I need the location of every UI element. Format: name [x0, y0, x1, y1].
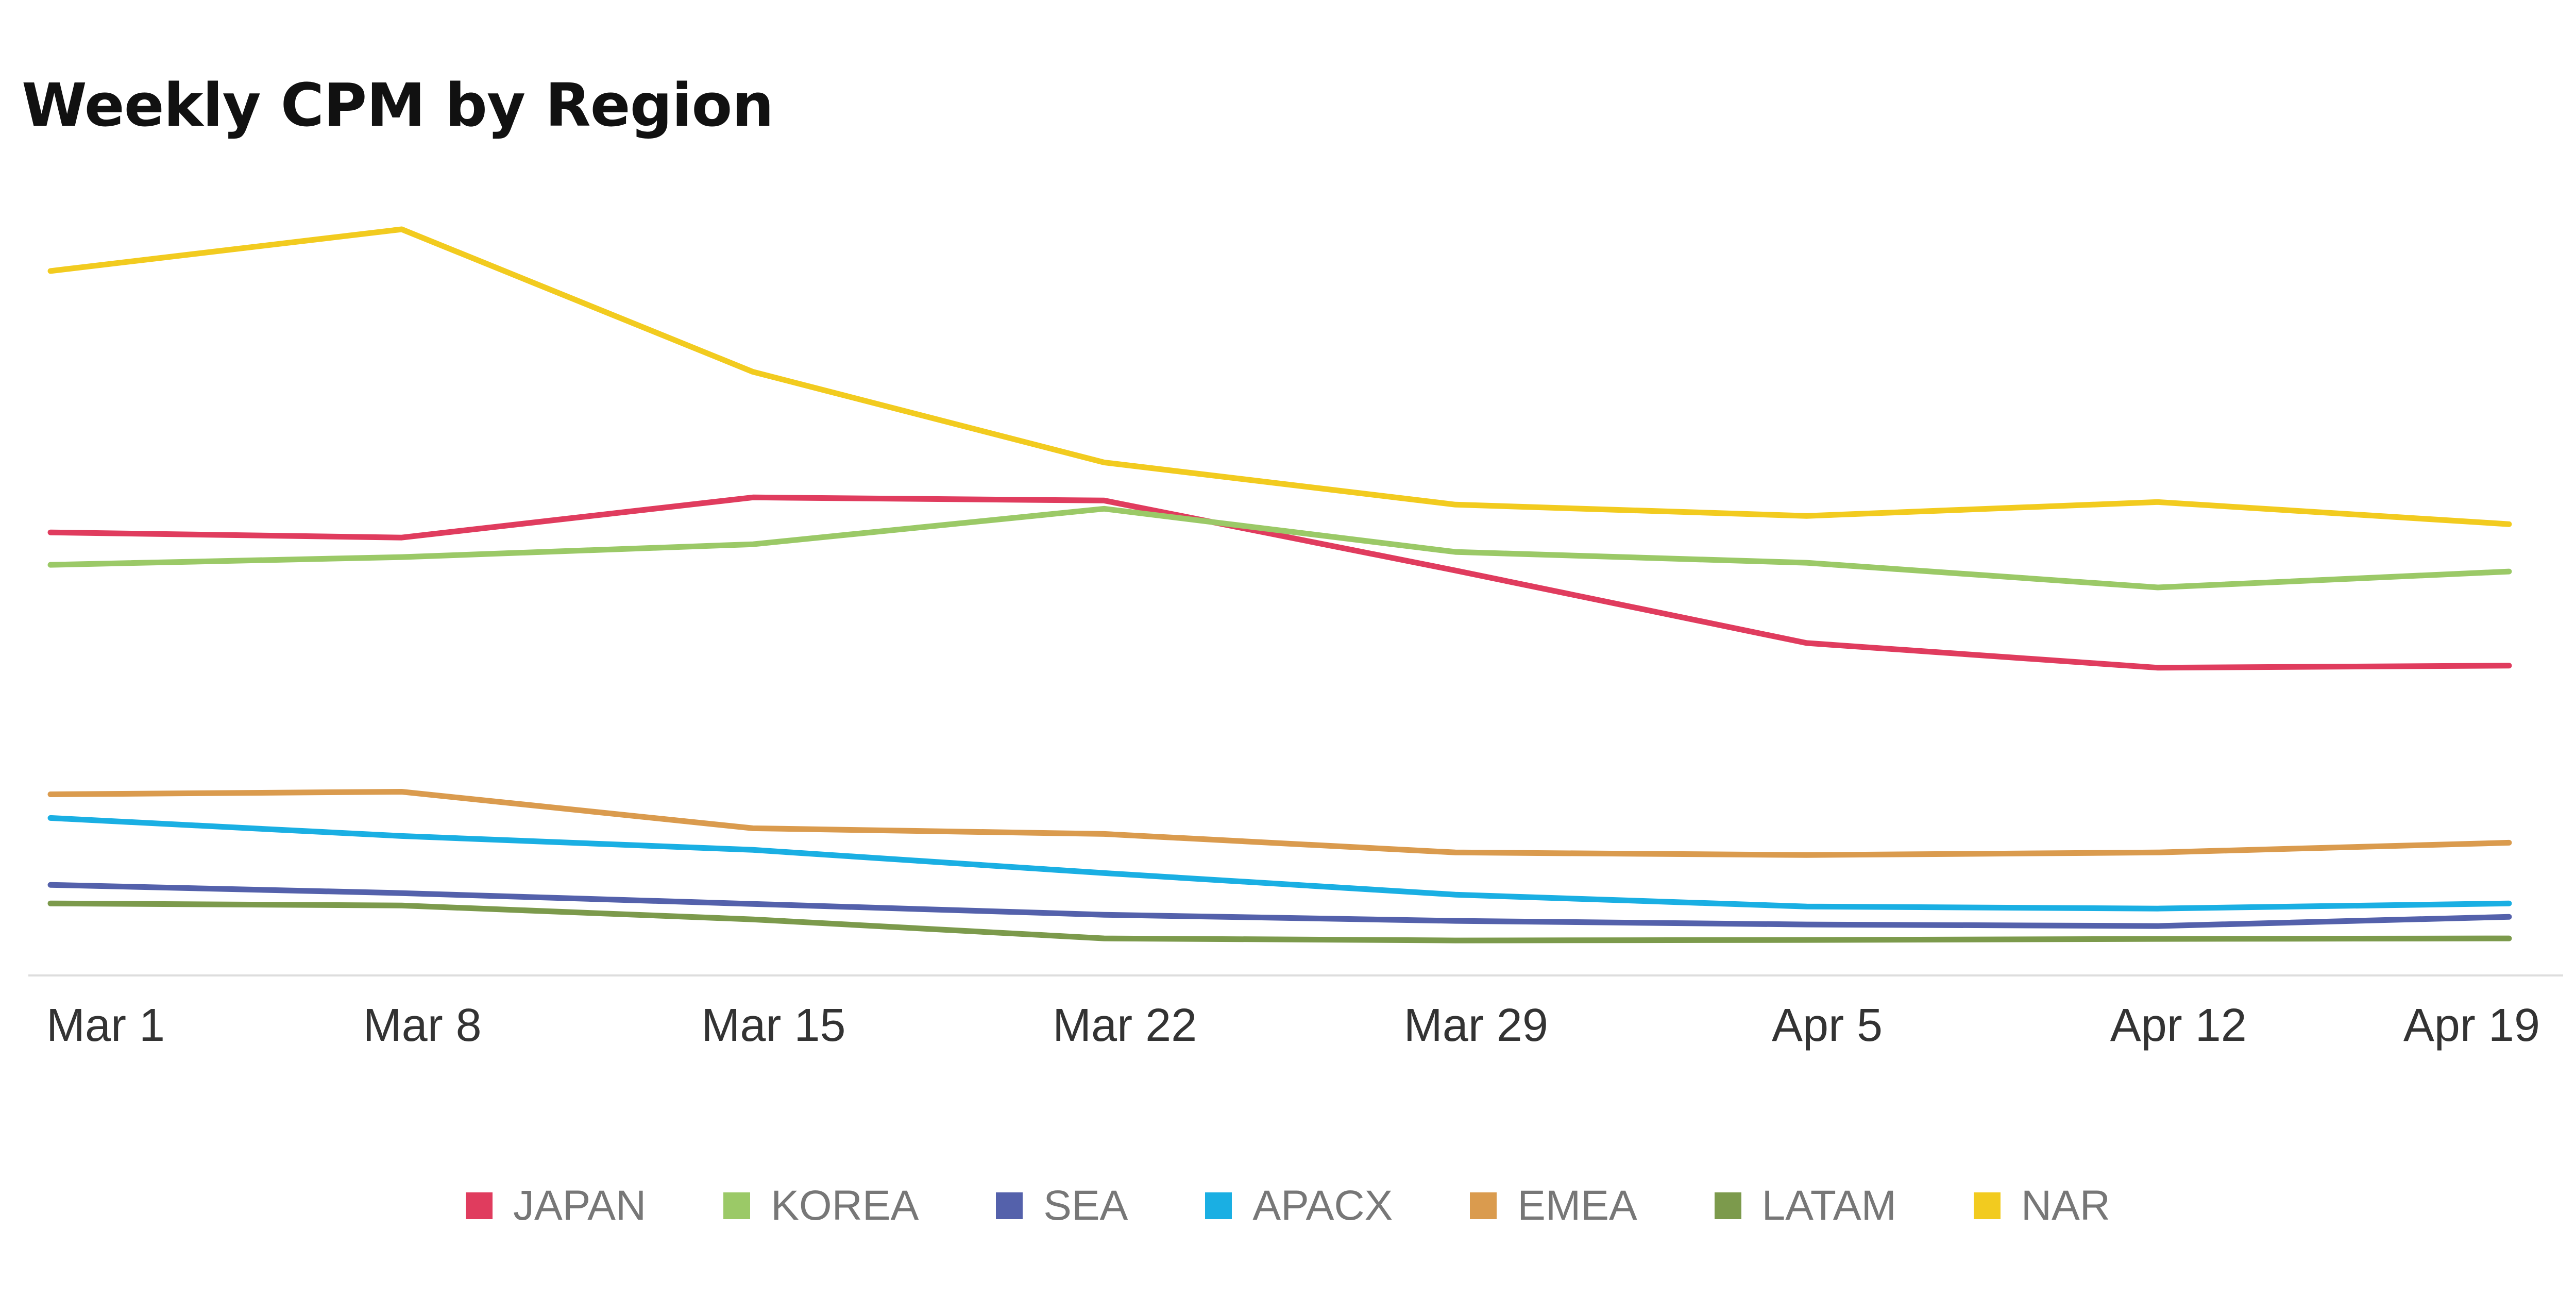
- x-tick-label: Mar 15: [701, 1000, 845, 1051]
- x-tick-label: Apr 12: [2110, 1000, 2247, 1051]
- legend-label: JAPAN: [513, 1182, 647, 1229]
- chart-title: Weekly CPM by Region: [22, 71, 774, 140]
- legend-label: KOREA: [771, 1182, 919, 1229]
- series-line-emea: [47, 789, 2512, 858]
- x-tick-label: Mar 1: [46, 1000, 165, 1051]
- legend-swatch: [465, 1192, 493, 1219]
- series-layer: [47, 226, 2512, 944]
- legend-item-sea: SEA: [996, 1182, 1128, 1230]
- legend: JAPAN KOREA SEA APACX EMEA LATAM NAR: [0, 1175, 2576, 1237]
- series-line-japan: [47, 494, 2512, 671]
- legend-label: SEA: [1043, 1182, 1128, 1229]
- legend-item-apacx: APACX: [1205, 1182, 1393, 1230]
- x-tick-label: Mar 29: [1404, 1000, 1548, 1051]
- legend-label: APACX: [1252, 1182, 1393, 1229]
- legend-swatch: [1205, 1192, 1232, 1219]
- legend-item-latam: LATAM: [1714, 1182, 1896, 1230]
- x-tick-labels: Mar 1 Mar 8 Mar 15 Mar 22 Mar 29 Apr 5 Apr 12 A…: [46, 1000, 2540, 1051]
- series-line-korea: [47, 506, 2512, 591]
- series-line-apacx: [47, 815, 2512, 912]
- series-line-latam: [47, 900, 2512, 944]
- legend-swatch: [1973, 1192, 2001, 1219]
- legend-item-korea: KOREA: [723, 1182, 919, 1230]
- x-tick-label: Apr 19: [2403, 1000, 2540, 1051]
- series-line-nar: [47, 226, 2512, 527]
- legend-swatch: [1714, 1192, 1741, 1219]
- x-tick-label: Mar 22: [1053, 1000, 1197, 1051]
- legend-item-japan: JAPAN: [465, 1182, 647, 1230]
- legend-swatch: [996, 1192, 1023, 1219]
- legend-item-emea: EMEA: [1470, 1182, 1637, 1230]
- legend-swatch: [1470, 1192, 1497, 1219]
- x-tick-label: Apr 5: [1772, 1000, 1883, 1051]
- legend-swatch: [723, 1192, 751, 1219]
- legend-item-nar: NAR: [1973, 1182, 2111, 1230]
- legend-label: EMEA: [1517, 1182, 1637, 1229]
- legend-label: LATAM: [1761, 1182, 1896, 1229]
- legend-label: NAR: [2021, 1182, 2111, 1229]
- series-line-sea: [47, 882, 2512, 929]
- x-tick-label: Mar 8: [363, 1000, 482, 1051]
